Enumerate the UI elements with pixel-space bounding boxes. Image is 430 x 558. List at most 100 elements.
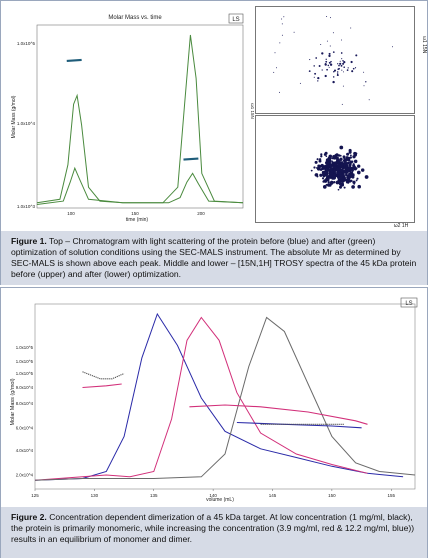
figure-1-caption: Figure 1. Top – Chromatogram with light … [1,231,427,285]
nmr-peak [325,172,329,176]
nmr-peak [319,168,323,171]
nmr-peak [332,76,335,78]
nmr-peak [325,175,330,179]
nmr-peak [317,80,319,82]
nmr-peak [310,169,313,172]
nmr-peak [357,164,361,168]
nmr-peak [343,61,346,64]
series-line-4 [82,383,122,389]
nmr-peak [328,52,331,55]
nmr-peak [351,70,354,73]
nmr-peak [331,167,334,170]
nmr-peak [348,149,352,153]
nmr-peak [356,170,361,175]
series-line-3 [34,316,416,481]
nmr-peak [281,18,283,20]
nmr-peak [341,58,343,60]
nmr-peak [313,65,315,67]
nmr-spectrum-before [255,6,415,114]
nmr-peak [333,69,337,72]
nmr-peak [339,185,342,189]
nmr-peak [323,179,328,183]
plot-frame [34,303,416,490]
x-tick-label: 150 [328,493,336,498]
y-tick-label: 1.0x10^5 [16,359,34,364]
y-tick-label: 8.0x10^4 [16,401,34,406]
nmr-peak [314,160,318,164]
nmr-peak [325,58,327,60]
nmr-peak [319,173,323,177]
nmr-peak [329,166,333,170]
y-tick-label: 9.0x10^4 [16,385,34,390]
nmr-peak [339,157,343,161]
nmr-peak [364,175,369,179]
nmr-peak [350,60,353,64]
nmr-lower-axis-label: ω2 1H [394,223,409,229]
nmr-peak [325,155,328,158]
nmr-peak [333,166,337,169]
nmr-peak [334,173,337,175]
nmr-peak [353,159,358,164]
nmr-peak [352,164,355,168]
x-tick-label: 100 [67,211,75,216]
nmr-peak [343,66,345,68]
nmr-peak [326,40,328,42]
y-tick-label: 1.0x10^5 [16,345,34,350]
nmr-peak [329,63,333,66]
x-tick-label: 200 [197,211,205,216]
nmr-peak [330,170,334,173]
y-axis-label: Molar Mass (g/mol) [11,95,17,138]
nmr-peak [314,173,318,177]
nmr-peak [339,62,342,65]
nmr-peak [346,152,350,156]
figure-1-chromatogram: Molar Mass vs. time LS Molar Mass (g/mol… [5,5,251,227]
nmr-peak [341,69,343,71]
nmr-peak [342,155,346,159]
nmr-side-label: ω1 15N [250,103,255,119]
nmr-peak [329,45,331,47]
nmr-peak [337,63,339,65]
nmr-peak [338,64,340,67]
nmr-peak [330,60,332,63]
nmr-peak [345,170,349,174]
nmr-peak [326,16,328,17]
x-tick-label: 145 [269,493,277,498]
nmr-peak [328,66,330,68]
nmr-peak [281,23,283,25]
legend-badge: LS [400,297,418,308]
nmr-peak [308,70,311,72]
nmr-peak [332,32,334,34]
nmr-peak [356,177,359,180]
nmr-peak [347,181,350,184]
nmr-peak [335,167,339,172]
nmr-peak [333,169,336,172]
nmr-peak [337,170,342,175]
nmr-peak [321,165,324,167]
nmr-peak [325,183,328,186]
nmr-peak [348,173,351,176]
nmr-peak [351,185,355,189]
nmr-peak [326,165,330,169]
nmr-lower-axis: ω2 1H [394,223,409,229]
nmr-peak [341,103,343,105]
x-axis-label: time (min) [126,217,149,223]
nmr-peak [341,39,342,41]
nmr-peak [326,68,328,71]
nmr-peak [331,157,334,160]
nmr-peak [343,71,344,73]
nmr-peak [348,179,352,183]
series-line-6 [189,404,368,425]
nmr-peak [346,69,349,71]
nmr-peak [327,181,330,184]
nmr-peak [352,180,356,184]
nmr-peak [342,173,345,177]
figure-2-label: Figure 2. [11,512,47,522]
nmr-peak [309,59,311,61]
nmr-peak [279,91,280,93]
nmr-peak [320,155,323,158]
y-axis-label: Molar Mass (g/mol) [10,378,16,425]
nmr-peak [343,186,346,189]
nmr-peak [323,164,327,168]
nmr-peak [332,164,335,166]
y-tick-label: 1.0x10^5 [17,41,36,46]
